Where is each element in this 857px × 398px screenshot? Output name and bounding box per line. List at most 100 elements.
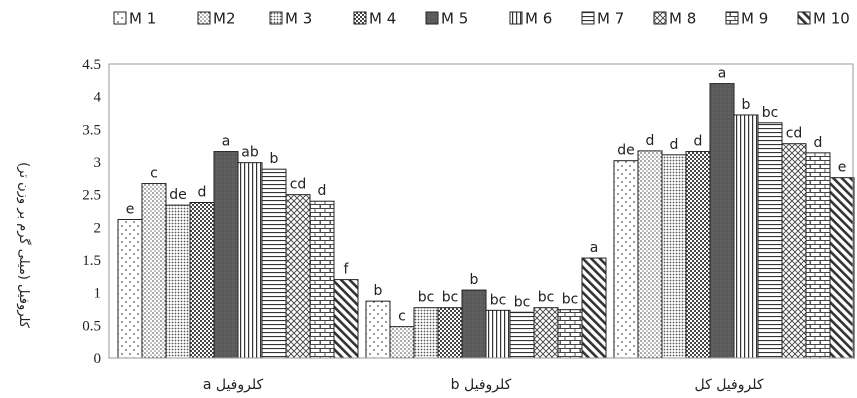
bar bbox=[685, 151, 711, 359]
y-tick-label: 2 bbox=[94, 220, 102, 236]
legend-swatch bbox=[269, 11, 283, 25]
legend-swatch bbox=[353, 11, 367, 25]
legend-swatch bbox=[581, 11, 595, 25]
y-axis-label: کلروفیل (میلی گرم بر وزن تر) bbox=[16, 162, 32, 329]
plot-area-border bbox=[108, 63, 854, 359]
y-tick-label: 1 bbox=[94, 286, 102, 302]
significance-label: d bbox=[318, 183, 327, 199]
significance-label: c bbox=[150, 166, 158, 182]
bar bbox=[637, 150, 663, 359]
bar bbox=[461, 289, 487, 359]
bar bbox=[781, 143, 807, 359]
significance-label: a bbox=[718, 66, 727, 82]
legend-swatch bbox=[197, 11, 211, 25]
legend-swatch bbox=[509, 11, 523, 25]
legend-swatch bbox=[797, 11, 811, 25]
significance-label: c bbox=[398, 309, 406, 325]
bar bbox=[709, 83, 735, 359]
legend-entry: M2 bbox=[213, 10, 236, 28]
significance-label: bc bbox=[490, 292, 507, 308]
bar bbox=[117, 218, 143, 359]
significance-label: f bbox=[344, 262, 350, 278]
bar bbox=[557, 309, 583, 359]
legend-swatch bbox=[653, 11, 667, 25]
legend-entry: M 4 bbox=[369, 10, 396, 28]
bar bbox=[413, 307, 439, 359]
significance-label: bc bbox=[762, 105, 779, 121]
bar bbox=[333, 279, 359, 359]
significance-label: e bbox=[126, 201, 135, 217]
bar bbox=[213, 151, 239, 359]
y-axis-title: کلروفیل (میلی گرم بر وزن تر) bbox=[16, 162, 32, 329]
y-tick-label: 3 bbox=[94, 155, 102, 171]
significance-label: e bbox=[838, 160, 847, 176]
significance-label: d bbox=[198, 185, 207, 201]
bar bbox=[285, 194, 311, 359]
y-tick-label: 0.5 bbox=[82, 318, 101, 334]
bar bbox=[733, 114, 759, 359]
legend-entry: M 3 bbox=[285, 10, 312, 28]
significance-label: cd bbox=[786, 126, 803, 142]
significance-label: b bbox=[270, 151, 279, 167]
y-tick-label: 0 bbox=[94, 351, 102, 367]
bar bbox=[261, 168, 287, 359]
bar bbox=[509, 311, 535, 359]
y-tick-label: 3.5 bbox=[82, 122, 101, 138]
significance-label: de bbox=[617, 143, 635, 159]
category-labels: کلروفیل a کلروفیل b کلروفیل کل bbox=[203, 377, 764, 393]
legend: M 1 M2 M 3 M 4 M 5 M 6 M 7 M 8 M 9 M 10 bbox=[113, 10, 850, 28]
x-category-label: کلروفیل کل bbox=[694, 377, 763, 393]
bar bbox=[309, 200, 335, 359]
significance-label: cd bbox=[290, 177, 307, 193]
legend-swatch bbox=[113, 11, 127, 25]
bar bbox=[661, 154, 687, 359]
bar bbox=[533, 307, 559, 359]
bar bbox=[613, 160, 639, 359]
significance-label: bc bbox=[514, 294, 531, 310]
bar bbox=[485, 309, 511, 359]
bar-series bbox=[117, 83, 855, 359]
significance-label: bc bbox=[418, 290, 435, 306]
y-tick-label: 4.5 bbox=[82, 57, 101, 73]
y-tick-label: 4 bbox=[94, 90, 102, 106]
legend-entry: M 10 bbox=[813, 10, 850, 28]
bar bbox=[581, 257, 607, 359]
bar bbox=[757, 122, 783, 359]
significance-label: bc bbox=[442, 290, 459, 306]
bar bbox=[141, 183, 167, 359]
legend-entry: M 5 bbox=[441, 10, 468, 28]
significance-label: a bbox=[222, 134, 231, 150]
significance-label: bc bbox=[562, 292, 579, 308]
significance-label: ab bbox=[241, 145, 259, 161]
significance-label: d bbox=[670, 137, 679, 153]
legend-swatch bbox=[725, 11, 739, 25]
legend-swatch bbox=[425, 11, 439, 25]
legend-entry: M 7 bbox=[597, 10, 624, 28]
legend-entry: M 9 bbox=[741, 10, 768, 28]
bar bbox=[389, 326, 415, 359]
legend-entry: M 6 bbox=[525, 10, 552, 28]
bar bbox=[165, 204, 191, 359]
bar bbox=[189, 202, 215, 359]
significance-label: b bbox=[374, 283, 383, 299]
significance-label: d bbox=[646, 133, 655, 149]
bar bbox=[805, 152, 831, 359]
x-category-label: کلروفیل a bbox=[203, 377, 264, 393]
y-tick-label: 1.5 bbox=[82, 253, 101, 269]
bar bbox=[365, 300, 391, 359]
significance-label: d bbox=[814, 135, 823, 151]
bar bbox=[437, 307, 463, 359]
y-tick-label: 2.5 bbox=[82, 188, 101, 204]
significance-label: bc bbox=[538, 290, 555, 306]
legend-entry: M 8 bbox=[669, 10, 696, 28]
bar bbox=[237, 162, 263, 359]
x-category-label: کلروفیل b bbox=[451, 377, 512, 393]
legend-entry: M 1 bbox=[129, 10, 156, 28]
significance-label: b bbox=[742, 97, 751, 113]
bar bbox=[829, 177, 855, 359]
significance-label: a bbox=[590, 240, 599, 256]
y-axis-ticks: 0 0.5 1 1.5 2 2.5 3 3.5 4 4.5 bbox=[82, 57, 101, 367]
